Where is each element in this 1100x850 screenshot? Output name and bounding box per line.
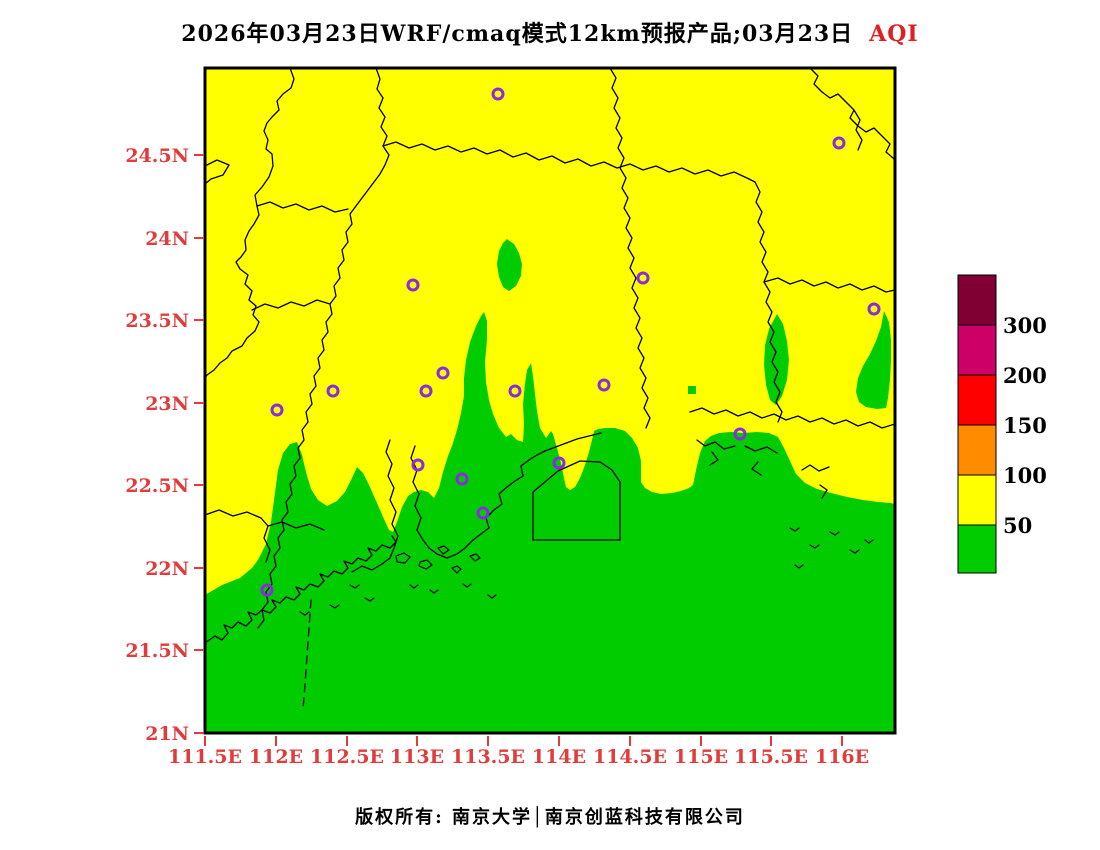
station-marker [455, 472, 469, 486]
colorbar-level-label: 150 [1003, 413, 1047, 438]
lat-label: 23N [145, 393, 189, 415]
station-marker [636, 271, 650, 285]
aqi-good-region [205, 312, 895, 733]
station-marker [867, 302, 881, 316]
colorbar-segment [957, 474, 997, 526]
colorbar-level-label: 50 [1003, 513, 1032, 538]
lat-label: 21.5N [125, 640, 189, 662]
admin-boundaries [205, 68, 895, 711]
station-marker [552, 456, 566, 470]
station-markers [260, 87, 881, 597]
lat-label: 22.5N [125, 475, 189, 497]
station-marker [491, 87, 505, 101]
station-marker [406, 278, 420, 292]
colorbar-level-label: 100 [1003, 463, 1047, 488]
colorbar-segment [957, 374, 997, 426]
aqi-good-patch-east-strip [764, 314, 789, 405]
lat-label: 23.5N [125, 310, 189, 332]
lon-label: 116E [815, 746, 869, 768]
lon-label: 115.5E [734, 746, 808, 768]
aqi-good-patch-north [497, 239, 522, 291]
station-marker [436, 366, 450, 380]
dashed-boundary [302, 599, 312, 711]
lon-label: 114.5E [593, 746, 667, 768]
lat-label: 22N [145, 558, 189, 580]
copyright-text: 版权所有: 南京大学│南京创蓝科技有限公司 [355, 807, 745, 828]
page-title: 2026年03月23日WRF/cmaq模式12km预报产品;03月23日 AQI [0, 16, 1100, 48]
station-marker [597, 378, 611, 392]
aqi-colorbar: 300 200 150 100 50 [957, 274, 1047, 574]
station-marker [508, 384, 522, 398]
station-marker [419, 384, 433, 398]
colorbar-level-label: 300 [1003, 313, 1047, 338]
lon-label: 113E [390, 746, 444, 768]
station-marker [270, 403, 284, 417]
lat-label: 21N [145, 723, 189, 745]
colorbar-level-label: 200 [1003, 363, 1047, 388]
colorbar-segment [957, 274, 997, 326]
longitude-axis: 111.5E 112E 112.5E 113E 113.5E 114E 114.5E 115E… [168, 736, 869, 768]
lon-label: 115E [674, 746, 728, 768]
nested-domain-box [532, 460, 621, 541]
lon-label: 111.5E [168, 746, 242, 768]
lon-label: 114E [532, 746, 586, 768]
lon-label: 112.5E [310, 746, 384, 768]
lat-label: 24N [145, 228, 189, 250]
colorbar-segment [957, 324, 997, 376]
station-marker [260, 583, 274, 597]
aqi-good-patch-east-edge [856, 311, 891, 409]
lon-label: 112E [249, 746, 303, 768]
latitude-axis: 24.5N 24N 23.5N 23N 22.5N 22N 21.5N 21N [125, 145, 204, 745]
station-marker [411, 458, 425, 472]
station-marker [832, 136, 846, 150]
station-marker [326, 384, 340, 398]
title-main: 2026年03月23日WRF/cmaq模式12km预报产品;03月23日 [181, 21, 854, 47]
aqi-good-cell [688, 386, 696, 394]
island-outlines [299, 527, 874, 616]
station-marker [476, 506, 490, 520]
colorbar-segment [957, 424, 997, 476]
colorbar-segment [957, 524, 997, 574]
title-pollutant: AQI [869, 21, 919, 47]
lon-label: 113.5E [451, 746, 525, 768]
lat-label: 24.5N [125, 145, 189, 167]
map-border [203, 66, 897, 735]
station-marker [733, 427, 747, 441]
